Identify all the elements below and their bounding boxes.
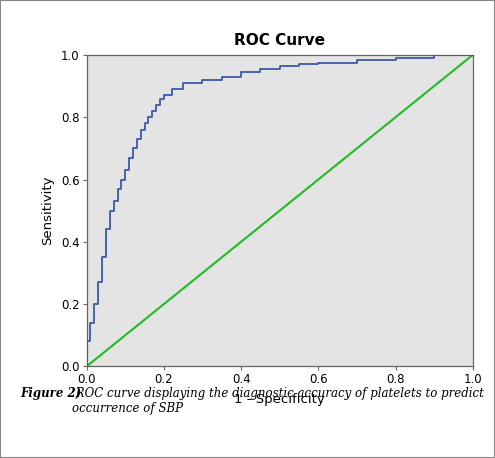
Y-axis label: Sensitivity: Sensitivity <box>41 176 54 245</box>
Title: ROC Curve: ROC Curve <box>234 33 325 48</box>
X-axis label: 1 - Specificity: 1 - Specificity <box>234 393 325 406</box>
Text: ROC curve displaying the diagnostic accuracy of platelets to predict
occurrence : ROC curve displaying the diagnostic accu… <box>72 387 484 415</box>
Text: Figure 2): Figure 2) <box>20 387 81 400</box>
